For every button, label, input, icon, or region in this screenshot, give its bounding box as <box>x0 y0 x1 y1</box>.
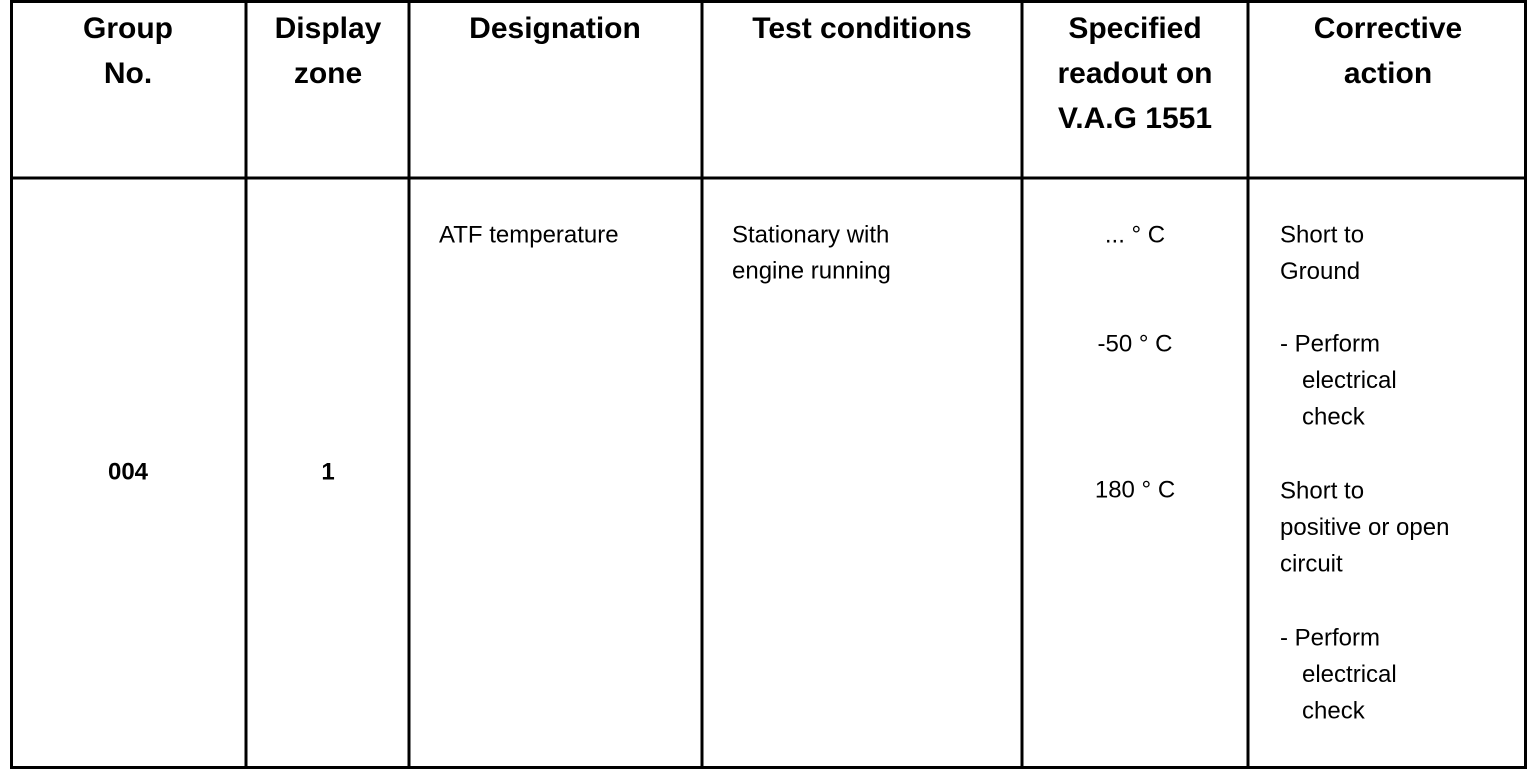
designation: ATF temperature <box>439 221 619 248</box>
header-cell-text: Group <box>83 12 173 45</box>
table-border <box>10 0 1527 769</box>
header-cell-text: Specified <box>1068 12 1201 45</box>
corrective-action-text: electrical <box>1302 661 1397 688</box>
corrective-action-text: Short to <box>1280 477 1364 504</box>
corrective-action-text: check <box>1302 403 1366 430</box>
corrective-action-text: positive or open <box>1280 514 1449 541</box>
header-cell-text: zone <box>294 57 362 90</box>
header-cell-text: Test conditions <box>752 12 971 45</box>
readout: ... ° C <box>1105 221 1165 248</box>
header-cell-text: V.A.G 1551 <box>1058 102 1212 135</box>
header-cell-text: readout on <box>1058 57 1213 90</box>
corrective-action-text: Short to <box>1280 221 1364 248</box>
corrective-action-text: Ground <box>1280 258 1360 285</box>
readout: -50 ° C <box>1098 330 1173 357</box>
header-cell-text: Display <box>275 12 382 45</box>
corrective-action-text: - Perform <box>1280 330 1380 357</box>
corrective-action-text: check <box>1302 697 1366 724</box>
display-zone: 1 <box>321 458 334 485</box>
header-cell-text: action <box>1344 57 1432 90</box>
test-condition: engine running <box>732 257 891 284</box>
corrective-action-text: - Perform <box>1280 624 1380 651</box>
readout: 180 ° C <box>1095 476 1175 503</box>
header-cell-text: No. <box>104 57 152 90</box>
corrective-action-text: electrical <box>1302 367 1397 394</box>
group-number: 004 <box>108 458 149 485</box>
header-cell-text: Designation <box>469 12 641 45</box>
header-cell-text: Corrective <box>1314 12 1462 45</box>
test-condition: Stationary with <box>732 221 889 248</box>
corrective-action-text: circuit <box>1280 550 1343 577</box>
